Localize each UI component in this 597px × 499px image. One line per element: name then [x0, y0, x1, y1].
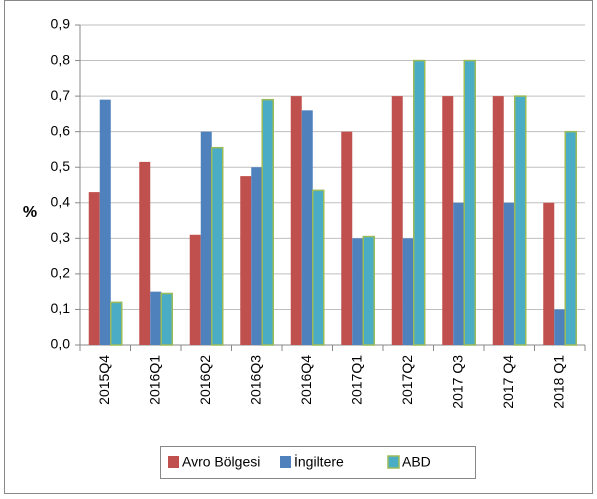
bar: [413, 59, 426, 346]
bar: [453, 202, 465, 345]
x-tick-label: 2017Q2: [399, 355, 415, 405]
y-tick-label: 0,1: [51, 300, 71, 316]
x-tick-label: 2018 Q1: [550, 355, 566, 409]
bar: [492, 96, 504, 345]
bar: [189, 234, 201, 345]
bar: [150, 291, 162, 345]
bar: [290, 96, 302, 345]
x-tick-label: 2016Q2: [197, 355, 213, 405]
bar: [543, 202, 555, 345]
bar: [88, 192, 100, 345]
bar: [503, 202, 515, 345]
y-tick-label: 0,7: [51, 87, 71, 103]
bar: [352, 238, 364, 345]
y-tick-label: 0,9: [51, 16, 71, 32]
y-tick-label: 0,4: [51, 193, 71, 209]
y-tick-label: 0,0: [51, 336, 71, 352]
bar: [463, 59, 476, 346]
y-tick-label: 0,5: [51, 158, 71, 174]
x-tick-label: 2017 Q4: [500, 355, 516, 409]
legend-swatch: [168, 456, 179, 468]
bar: [402, 238, 414, 345]
x-tick-label: 2016Q4: [298, 355, 314, 405]
bar: [261, 98, 274, 346]
bar: [99, 99, 111, 346]
bar: [160, 292, 173, 346]
y-tick-label: 0,8: [51, 51, 71, 67]
x-tick-label: 2017 Q3: [449, 355, 465, 409]
bar: [362, 235, 375, 346]
x-tick-label: 2017Q1: [348, 355, 364, 405]
y-tick-label: 0,6: [51, 122, 71, 138]
y-axis-label: %: [23, 204, 37, 221]
bar: [200, 131, 212, 345]
bar: [391, 96, 403, 345]
bar: [514, 95, 527, 346]
legend-swatch: [387, 455, 400, 469]
x-tick-label: 2016Q1: [146, 355, 162, 405]
y-tick-label: 0,2: [51, 265, 71, 281]
bar: [110, 301, 123, 346]
x-tick-label: 2015Q4: [96, 355, 112, 405]
legend-swatch: [280, 456, 291, 468]
x-tick-label: 2016Q3: [247, 355, 263, 405]
legend-label: ABD: [402, 454, 431, 470]
legend-label: Avro Bölgesi: [182, 454, 260, 470]
bar: [442, 96, 454, 345]
bar: [251, 167, 263, 345]
bar: [240, 176, 252, 345]
bar: [211, 146, 224, 346]
bar: [301, 110, 313, 345]
y-tick-label: 0,3: [51, 229, 71, 245]
bar: [554, 309, 566, 345]
bar: [312, 189, 325, 346]
bar: [139, 161, 151, 345]
bar: [341, 131, 353, 345]
bar: [564, 130, 577, 346]
legend-box: [160, 446, 476, 479]
legend-label: İngiltere: [294, 453, 344, 470]
